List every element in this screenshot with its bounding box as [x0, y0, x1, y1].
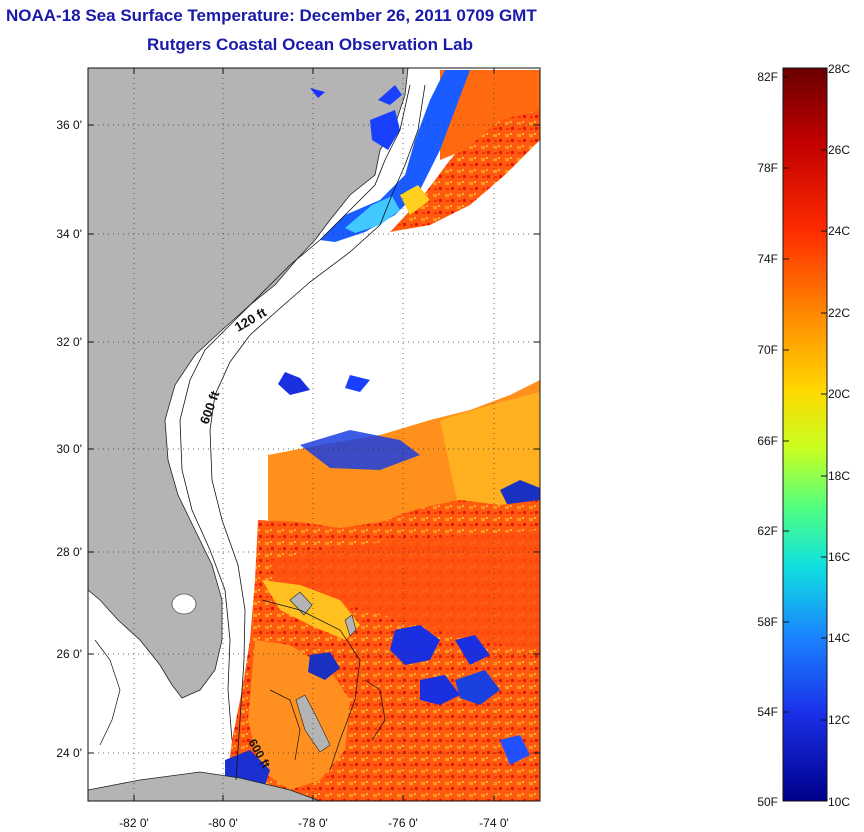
- lon-label: -74 0': [479, 816, 509, 830]
- colorbar-label-c: 20C: [828, 387, 851, 401]
- colorbar-label-c: 22C: [828, 306, 851, 320]
- colorbar-label-c: 12C: [828, 713, 851, 727]
- colorbar-label-c: 24C: [828, 224, 851, 238]
- lon-label: -78 0': [298, 816, 328, 830]
- contour-gulf: [94, 639, 121, 746]
- colorbar-label-f: 54F: [757, 705, 778, 719]
- warm-water-northeast: [440, 70, 540, 160]
- graticule: [88, 68, 540, 801]
- cold-patch: [455, 635, 490, 665]
- lake-okeechobee: [171, 593, 197, 615]
- axis-ticks: [88, 68, 540, 801]
- colorbar-label-f: 66F: [757, 434, 778, 448]
- colorbar-label-f: 70F: [757, 343, 778, 357]
- colorbar-label-f: 50F: [757, 795, 778, 809]
- colorbar: [782, 67, 828, 802]
- lat-label: 30 0': [56, 442, 82, 456]
- colorbar-label-f: 62F: [757, 524, 778, 538]
- colorbar-label-c: 18C: [828, 469, 851, 483]
- lat-label: 24 0': [56, 746, 82, 760]
- colorbar-label-f: 78F: [757, 161, 778, 175]
- bahama-bank-north: [262, 580, 360, 640]
- cold-patch: [455, 670, 500, 705]
- map-frame: [87, 67, 541, 802]
- albemarle-sound: [378, 85, 402, 105]
- colorbar-label-c: 28C: [828, 62, 851, 76]
- land-us-east-coast: [88, 68, 409, 699]
- cold-patch: [500, 735, 530, 765]
- lat-label: 28 0': [56, 545, 82, 559]
- colorbar-label-f: 74F: [757, 252, 778, 266]
- land-bahamas-island: [344, 614, 357, 637]
- lat-label: 34 0': [56, 227, 82, 241]
- cold-patch: [390, 625, 440, 665]
- colorbar-label-c: 10C: [828, 795, 851, 809]
- cloud-cold-patch: [278, 372, 310, 395]
- lon-label: -76 0': [388, 816, 418, 830]
- lon-label: -80 0': [208, 816, 238, 830]
- colorbar-ticks: [783, 67, 827, 721]
- cold-patch: [308, 652, 340, 680]
- colorbar-label-c: 26C: [828, 143, 851, 157]
- southern-warm-core: [270, 530, 540, 650]
- contour-bahamas: [269, 689, 301, 761]
- cool-nearshore-water: [345, 196, 400, 233]
- land-cuba: [88, 771, 321, 801]
- map-subtitle: Rutgers Coastal Ocean Observation Lab: [147, 35, 473, 54]
- cloud-cold-patch: [345, 375, 370, 392]
- lat-label: 26 0': [56, 647, 82, 661]
- contour-bahamas: [261, 599, 361, 771]
- contour-120ft: [179, 84, 411, 741]
- colorbar-label-f: 82F: [757, 70, 778, 84]
- colorbar-label-c: 16C: [828, 550, 851, 564]
- cold-patch: [420, 675, 460, 705]
- frontal-warm-patch: [400, 185, 430, 215]
- inland-water: [310, 88, 325, 98]
- lat-label: 36 0': [56, 118, 82, 132]
- contour-bahamas: [364, 679, 386, 741]
- lat-label: 32 0': [56, 335, 82, 349]
- cold-shelf-water: [320, 70, 470, 242]
- cloud-cold-patch: [300, 430, 420, 470]
- colorbar-label-f: 58F: [757, 615, 778, 629]
- lon-label: -82 0': [119, 816, 149, 830]
- contour-600ft: [209, 84, 426, 781]
- pamlico-sound: [370, 110, 400, 150]
- map-title: NOAA-18 Sea Surface Temperature: Decembe…: [6, 6, 537, 25]
- colorbar-label-c: 14C: [828, 631, 851, 645]
